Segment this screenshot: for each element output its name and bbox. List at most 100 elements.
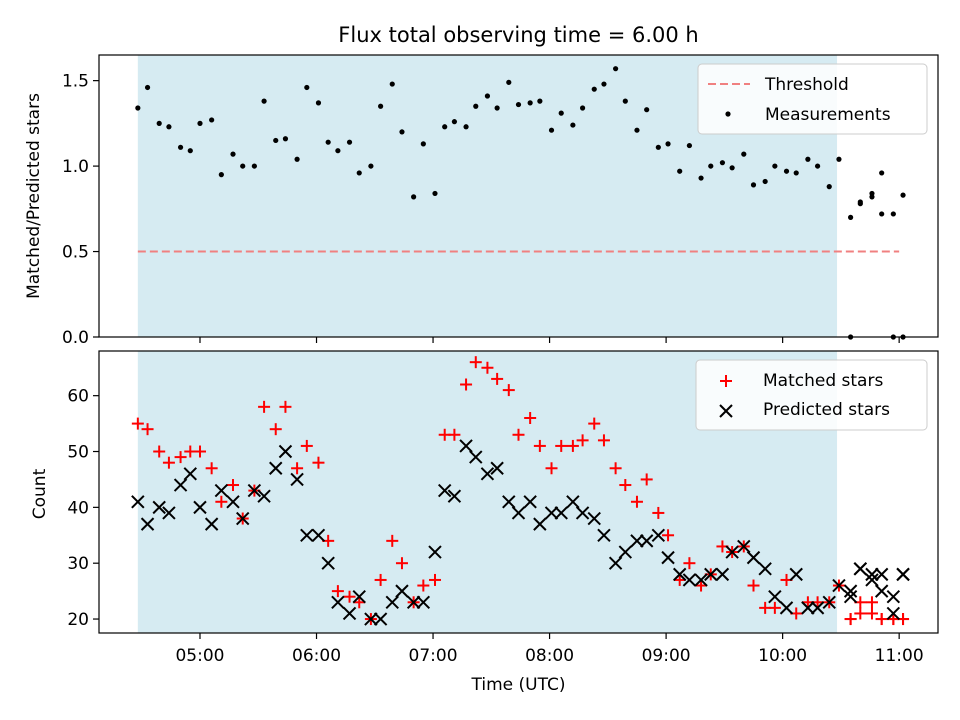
measurement-point <box>698 175 704 181</box>
matched-star-point <box>576 434 589 447</box>
measurement-point <box>857 199 863 205</box>
legend-predicted-swatch <box>719 404 733 418</box>
bottom-y-tick-label: 40 <box>67 498 89 518</box>
matched-star-point <box>491 372 504 385</box>
measurement-point <box>655 144 661 150</box>
predicted-star-point <box>896 567 910 582</box>
matched-star-point <box>460 378 473 391</box>
bottom-panel: 20 30 40 50 60 05:00 06:00 07:00 08:00 09:00 10:0… <box>30 350 939 695</box>
matched-star-point <box>524 412 537 425</box>
bottom-legend: Matched stars Predicted stars <box>695 359 928 431</box>
matched-star-point <box>428 573 441 586</box>
measurement-point <box>261 98 267 104</box>
matched-star-point <box>512 428 525 441</box>
matched-star-point <box>215 495 228 508</box>
x-tick-label: 09:00 <box>642 646 691 666</box>
predicted-star-point <box>746 550 761 565</box>
matched-star-point <box>588 417 601 430</box>
matched-star-point <box>619 479 632 492</box>
predicted-star-point <box>865 567 879 582</box>
measurement-point <box>420 141 426 147</box>
measurement-point <box>644 107 650 113</box>
predicted-star-point <box>822 595 836 609</box>
predicted-star-point <box>447 489 462 503</box>
predicted-star-point <box>758 562 772 576</box>
predicted-star-point <box>597 528 611 542</box>
matched-star-point <box>469 356 482 369</box>
predicted-star-point <box>533 517 547 531</box>
predicted-star-point <box>886 606 901 621</box>
predicted-star-point <box>704 567 718 582</box>
measurement-point <box>451 119 458 125</box>
predicted-star-point <box>502 495 516 509</box>
matched-star-point <box>300 439 313 452</box>
measurement-point <box>591 86 597 92</box>
measurement-point <box>622 98 628 104</box>
predicted-star-point <box>331 595 345 609</box>
matched-star-point <box>854 607 867 620</box>
measurement-point <box>230 151 236 157</box>
predicted-star-point <box>587 511 601 526</box>
measurement-point <box>218 172 224 178</box>
matched-star-point <box>555 439 568 452</box>
bottom-legend-box <box>695 359 928 431</box>
predicted-star-point <box>416 595 431 609</box>
measurement-point <box>634 127 640 133</box>
measurement-point <box>879 211 885 217</box>
predicted-star-point <box>682 573 697 587</box>
predicted-star-point <box>768 589 782 604</box>
measurement-point <box>793 170 799 176</box>
predicted-star-point <box>480 467 495 481</box>
matched-star-point <box>131 417 144 430</box>
measurement-point <box>432 190 438 197</box>
measurement-point <box>411 194 417 200</box>
predicted-star-point <box>715 567 730 582</box>
measurement-point <box>240 163 246 169</box>
matched-star-point <box>630 495 643 508</box>
measurement-point <box>783 168 790 174</box>
matched-star-point <box>662 529 675 542</box>
matched-star-point <box>747 579 760 592</box>
predicted-star-point <box>832 578 846 593</box>
measurement-point <box>356 170 362 176</box>
legend-measurements-swatch <box>725 111 731 117</box>
measurement-point <box>869 194 875 200</box>
measurement-point <box>879 170 885 176</box>
matched-star-point <box>448 428 461 441</box>
measurement-point <box>848 214 854 220</box>
matched-star-point <box>193 445 206 458</box>
predicted-star-point <box>853 562 868 576</box>
predicted-star-point <box>437 483 452 498</box>
predicted-star-point <box>385 595 399 609</box>
legend-matched-swatch <box>720 375 732 387</box>
measurement-point <box>708 163 714 169</box>
measurement-point <box>665 141 671 147</box>
predicted-star-point <box>469 450 483 464</box>
matched-star-point <box>205 462 218 475</box>
measurement-point <box>346 139 353 145</box>
measurement-point <box>144 84 151 91</box>
matched-star-point <box>174 451 187 464</box>
predicted-star-point <box>290 472 304 487</box>
predicted-star-point <box>257 489 271 503</box>
measurement-point <box>177 144 184 150</box>
measurement-point <box>750 182 757 188</box>
top-y-axis-label: Matched/Predicted stars <box>24 93 44 299</box>
predicted-star-point <box>373 612 388 626</box>
legend-matched-label: Matched stars <box>763 371 883 391</box>
measurement-point <box>729 165 735 171</box>
top-axes-frame <box>98 54 939 338</box>
matched-star-point <box>153 445 166 458</box>
measurement-point <box>900 192 906 198</box>
measurement-point <box>389 81 395 87</box>
predicted-star-point <box>639 534 654 548</box>
legend-threshold-label: Threshold <box>764 75 849 95</box>
legend-predicted-label: Predicted stars <box>763 400 890 420</box>
top-y-tick-label: 0.0 <box>62 328 89 348</box>
predicted-star-point <box>544 506 559 520</box>
measurement-point <box>548 127 555 133</box>
predicted-star-point <box>630 534 644 548</box>
measurement-point <box>378 103 384 109</box>
predicted-star-point <box>226 495 240 509</box>
predicted-star-point <box>725 545 739 559</box>
